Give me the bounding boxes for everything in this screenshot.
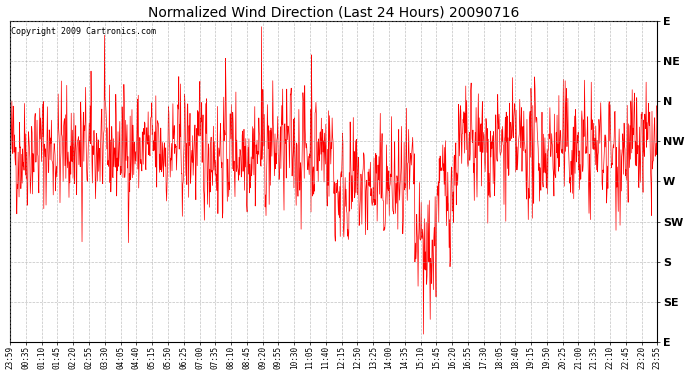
Text: Copyright 2009 Cartronics.com: Copyright 2009 Cartronics.com — [11, 27, 157, 36]
Title: Normalized Wind Direction (Last 24 Hours) 20090716: Normalized Wind Direction (Last 24 Hours… — [148, 6, 520, 20]
